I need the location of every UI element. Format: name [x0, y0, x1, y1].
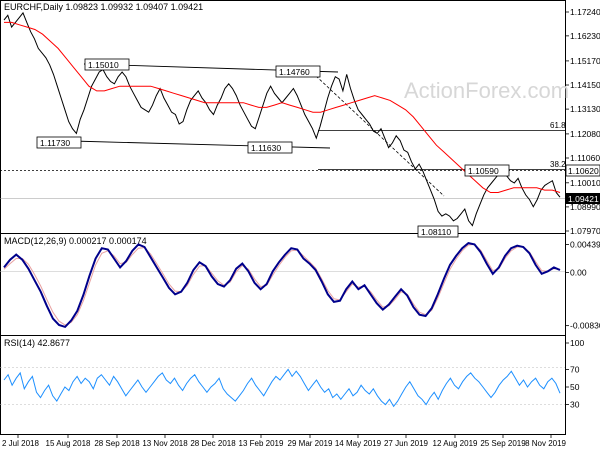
descending-dashed-trendline [315, 75, 445, 197]
x-tick-label: 28 Dec 2018 [190, 439, 236, 448]
macd-panel-frame [0, 233, 566, 336]
price-y-tick-label: 1.17240 [570, 7, 600, 17]
price-panel-frame [0, 0, 566, 234]
rsi-label: RSI(14) 42.8677 [4, 338, 70, 348]
macd-y-tick-label: -0.008306 [570, 321, 600, 331]
price-y-tick-label: 1.12080 [570, 129, 600, 139]
svg-text:1.14760: 1.14760 [279, 67, 310, 77]
x-tick-label: 25 Sep 2019 [480, 439, 526, 448]
x-tick-label: 27 Jun 2019 [384, 439, 429, 448]
macd-y-axis: 0.004398 0.00 -0.008306 [565, 239, 600, 331]
svg-text:1.11630: 1.11630 [251, 143, 281, 153]
fib-38-label: 38.2 [550, 160, 566, 169]
price-label-1: 1.15010 [84, 58, 130, 71]
svg-text:1.10620: 1.10620 [568, 166, 599, 176]
x-tick-label: 12 Aug 2019 [433, 439, 478, 448]
price-y-tick-label: 1.11060 [570, 153, 600, 163]
price-y-tick-label: 1.10010 [570, 178, 600, 188]
rsi-y-tick-label: 100 [570, 338, 584, 348]
price-y-tick-label: 1.15170 [570, 56, 600, 66]
macd-y-tick-label: 0.00 [570, 268, 587, 278]
rsi-y-axis: 100 70 50 30 [565, 338, 584, 410]
macd-signal-series [3, 243, 561, 326]
price-y-tick-label: 1.14150 [570, 80, 600, 90]
rsi-y-tick-label: 30 [570, 400, 580, 410]
svg-text:1.08110: 1.08110 [421, 227, 451, 237]
macd-y-tick-label: 0.004398 [570, 239, 600, 249]
x-tick-label: 29 Mar 2019 [288, 439, 333, 448]
rsi-y-tick-label: 50 [570, 382, 580, 392]
svg-text:1.09421: 1.09421 [568, 194, 599, 204]
last-price-tag: 1.09421 [566, 193, 600, 204]
rsi-series [3, 368, 561, 408]
x-tick-label: 8 Nov 2019 [525, 439, 566, 448]
x-axis: 2 Jul 2018 15 Aug 2018 28 Sep 2018 13 Nov 2… [2, 434, 567, 448]
x-tick-label: 13 Feb 2019 [239, 439, 284, 448]
price-y-tick-label: 1.13130 [570, 104, 600, 114]
price-y-tick-label: 1.08990 [570, 202, 600, 212]
price-label-4: 1.11630 [247, 141, 293, 154]
macd-label: MACD(12,26,9) 0.000217 0.000174 [4, 236, 147, 246]
svg-text:1.11730: 1.11730 [40, 138, 70, 148]
fib-61-label: 61.8 [550, 121, 566, 130]
price-label-5: 1.10590 [464, 164, 510, 177]
price-y-tick-label: 1.07970 [570, 226, 600, 236]
svg-text:1.15010: 1.15010 [88, 60, 119, 70]
x-tick-label: 2 Jul 2018 [2, 439, 39, 448]
price-y-tick-label: 1.16230 [570, 31, 600, 41]
level-tag: 1.10620 [565, 164, 600, 177]
svg-text:1.10590: 1.10590 [468, 166, 499, 176]
x-tick-label: 28 Sep 2018 [94, 439, 140, 448]
macd-series [3, 242, 561, 329]
watermark: ActionForex.com [404, 78, 569, 103]
price-y-axis: 1.17240 1.16230 1.15170 1.14150 1.13130 1.120… [565, 7, 600, 236]
x-tick-label: 15 Aug 2018 [46, 439, 91, 448]
x-tick-label: 13 Nov 2018 [142, 439, 188, 448]
price-label-3: 1.11730 [36, 136, 82, 149]
chart-title: EURCHF,Daily 1.09823 1.09932 1.09407 1.0… [4, 2, 203, 12]
rsi-y-tick-label: 70 [570, 364, 580, 374]
price-label-2: 1.14760 [275, 65, 321, 78]
price-label-6: 1.08110 [417, 225, 459, 238]
x-tick-label: 14 May 2019 [335, 439, 382, 448]
